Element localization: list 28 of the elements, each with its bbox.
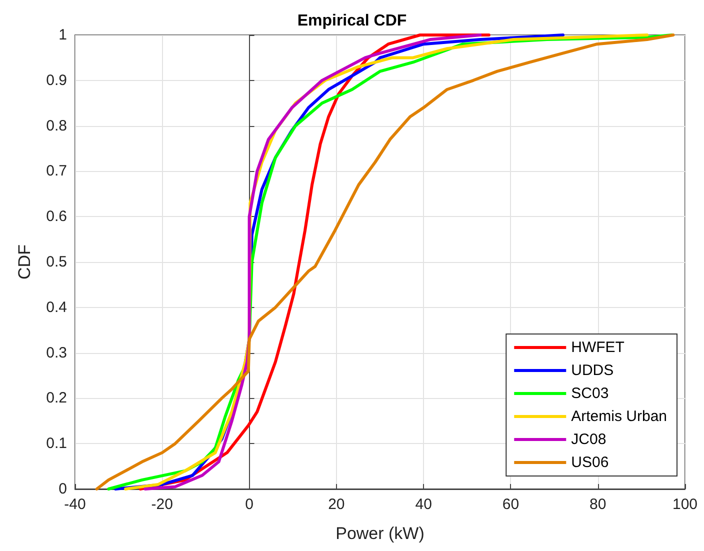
- chart-title: Empirical CDF: [297, 12, 407, 30]
- y-tick-label: 0.9: [46, 72, 67, 89]
- x-tick-label: 60: [502, 496, 520, 513]
- y-axis-title: CDF: [15, 244, 34, 280]
- legend-label: US06: [571, 454, 609, 471]
- legend-label: SC03: [571, 385, 609, 402]
- x-tick-label: 100: [672, 496, 698, 513]
- legend-label: JC08: [571, 431, 606, 448]
- y-tick-label: 0.8: [46, 117, 67, 134]
- y-tick-label: 0.5: [46, 254, 67, 270]
- x-tick-label: 80: [590, 496, 606, 513]
- x-tick-label: -40: [64, 496, 86, 513]
- x-tick-label: 0: [245, 496, 254, 513]
- y-tick-label: 0.6: [46, 208, 67, 226]
- x-tick-label: 40: [415, 496, 432, 513]
- legend-label: Artemis Urban: [571, 408, 667, 425]
- y-tick-label: 0.4: [46, 298, 67, 316]
- x-tick-label: -20: [151, 496, 173, 513]
- x-tick-label: 20: [328, 496, 345, 513]
- y-tick-label: 1: [58, 26, 67, 44]
- x-axis-title: Power (kW): [336, 524, 424, 543]
- y-tick-label: 0.3: [46, 344, 67, 362]
- y-tick-label: 0.2: [46, 390, 67, 407]
- y-tick-label: 0.1: [46, 435, 67, 452]
- legend-label: UDDS: [571, 362, 614, 379]
- legend-label: HWFET: [571, 339, 624, 356]
- y-tick-label: 0: [58, 480, 67, 498]
- y-tick-label: 0.7: [46, 162, 67, 180]
